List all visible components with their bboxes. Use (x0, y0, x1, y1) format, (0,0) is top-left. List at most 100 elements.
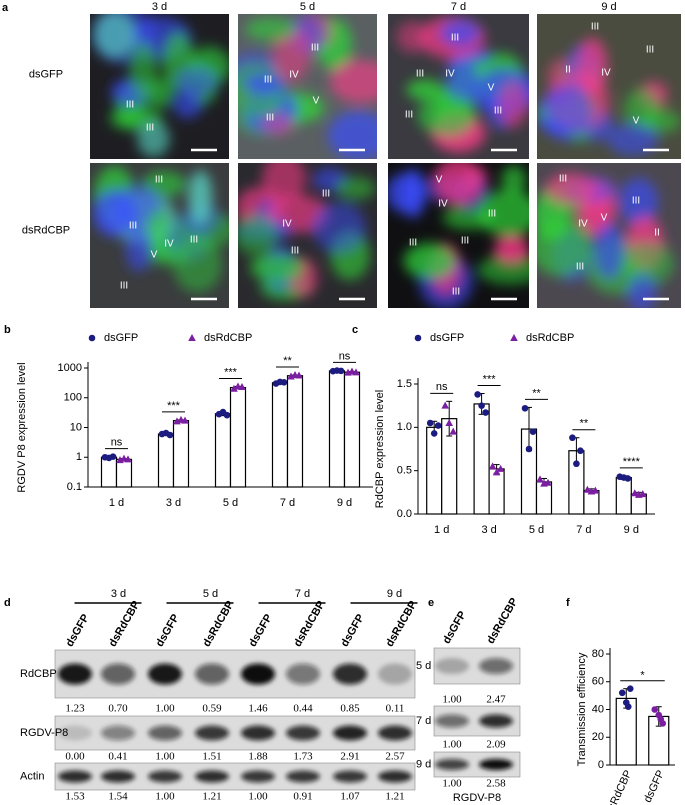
time-label: 3 d (111, 588, 126, 600)
lane-label: dsRdCBP (107, 599, 143, 649)
micrograph-content (91, 14, 229, 158)
tissue-lobe (417, 95, 476, 136)
y-tick-label: 1 (76, 451, 82, 463)
band-value: 1.07 (340, 791, 360, 803)
band-value: 1.88 (248, 751, 268, 763)
data-point (230, 384, 238, 392)
micrograph-content (238, 163, 376, 300)
band-value: 0.41 (108, 751, 127, 763)
lobe-label: IV (578, 219, 588, 230)
column-label: 9 d (601, 1, 616, 13)
y-tick-label: 0 (598, 759, 604, 771)
legend-label: dsRdCBP (526, 332, 574, 344)
legend-label: dsGFP (104, 332, 138, 344)
band-value: 0.91 (293, 791, 312, 803)
micrograph-content (537, 37, 681, 157)
data-point (573, 460, 580, 468)
blot-band (58, 663, 92, 685)
blot-band (58, 725, 92, 741)
row-label: 7 d (416, 715, 431, 727)
y-tick-label: 0.5 (397, 465, 412, 477)
tissue-lobe (439, 19, 481, 47)
lobe-label: IV (282, 219, 292, 230)
data-point (238, 382, 246, 390)
x-tick-label: 3 d (166, 497, 181, 509)
significance-label: **** (623, 456, 641, 468)
x-tick-label: 7 d (576, 524, 591, 536)
blot-band (479, 759, 513, 770)
tissue-lobe (446, 49, 477, 106)
band-value: 0.59 (202, 703, 222, 715)
x-tick-label: 1 d (109, 497, 124, 509)
lobe-label: IV (445, 69, 455, 80)
y-axis-label: Transmission efficiency (576, 652, 588, 766)
band-value: 0.00 (65, 751, 85, 763)
tissue-lobe (545, 172, 596, 206)
tissue-lobe (476, 189, 529, 237)
row-label: 5 d (416, 660, 431, 672)
y-tick-label: 1.5 (397, 378, 412, 390)
lobe-label: IV (438, 199, 448, 210)
significance-label: ns (436, 381, 448, 393)
x-tick-label: 9 d (337, 497, 352, 509)
tissue-lobe (146, 208, 171, 254)
band-value: 1.21 (385, 791, 404, 803)
lobe-label: III (129, 221, 137, 232)
blot-band (241, 725, 275, 741)
blot-band (148, 663, 182, 685)
panel-label: b (4, 324, 11, 336)
tissue-lobe (243, 73, 287, 95)
data-point (577, 447, 584, 455)
data-point (426, 419, 434, 427)
band-value: 1.00 (155, 703, 175, 715)
bar (214, 413, 232, 488)
band-value: 1.21 (202, 791, 221, 803)
lobe-label: V (313, 96, 320, 107)
band-value: 2.47 (486, 694, 506, 706)
lane-label: dsRdCBP (292, 599, 328, 649)
data-point (280, 379, 288, 386)
data-point (430, 430, 438, 437)
tissue-lobe (620, 242, 675, 286)
band-value: 1.00 (442, 694, 462, 706)
bar (488, 468, 505, 515)
tissue-lobe (172, 236, 223, 293)
lobe-label: III (632, 196, 640, 207)
band-value: 1.00 (442, 739, 462, 751)
tissue-lobe (174, 65, 219, 97)
significance-label: ** (580, 418, 589, 430)
band-value: 1.00 (155, 791, 175, 803)
bar (100, 456, 118, 488)
tissue-lobe (388, 172, 424, 214)
tissue-lobe (336, 176, 376, 200)
tissue-lobe (137, 120, 170, 158)
blot-band (333, 725, 367, 741)
row-label: RGDV-P8 (20, 727, 68, 739)
y-tick-label: 1000 (58, 362, 82, 374)
blot-band (435, 759, 469, 770)
data-point (639, 490, 647, 498)
tissue-lobe (403, 243, 456, 280)
blot-band (378, 725, 412, 741)
time-label: 5 d (203, 588, 218, 600)
x-tick-label: 5 d (223, 497, 238, 509)
x-tick-label: dsGFP (642, 768, 667, 804)
significance-label: ns (339, 350, 351, 362)
band-value: 0.44 (293, 703, 313, 715)
lobe-label: III (576, 262, 584, 273)
blot-bands (58, 770, 412, 783)
band-value: 2.58 (486, 778, 506, 790)
band-value: 1.23 (65, 703, 85, 715)
blot-band (333, 770, 367, 783)
lobe-label: III (291, 246, 299, 257)
blot-band (101, 663, 135, 685)
data-point (626, 685, 634, 692)
lane-label: dsRdCBP (384, 599, 420, 649)
lobe-label: III (190, 235, 198, 246)
tissue-lobe (250, 253, 305, 282)
data-point (474, 391, 481, 398)
legend-marker (510, 334, 518, 341)
tissue-lobe (624, 88, 661, 133)
panel-label: c (352, 324, 358, 336)
tissue-lobe (542, 82, 593, 142)
